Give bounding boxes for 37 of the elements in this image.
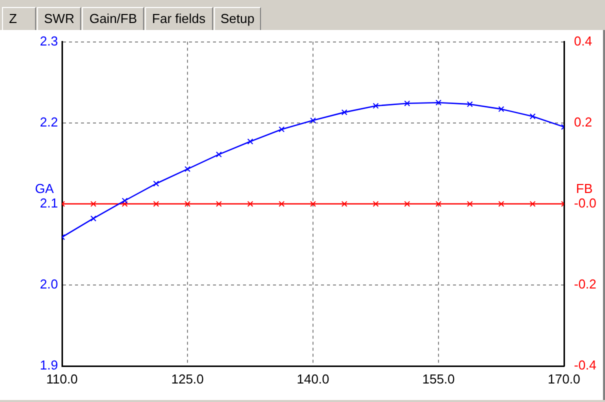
- y2-tick-label: 0.2: [574, 114, 592, 130]
- point: [278, 126, 285, 132]
- x-tick-label: 110.0: [46, 371, 78, 386]
- y2-tick-label: 0.4: [574, 33, 592, 48]
- point: [530, 113, 536, 120]
- y-tick-label: 2.1: [40, 195, 58, 210]
- point: [184, 166, 190, 172]
- point: [436, 100, 442, 106]
- x-tick-label: 170.0: [548, 371, 580, 386]
- y2-tick-label: -0.0: [574, 195, 596, 210]
- y-axis-title: GA: [35, 180, 54, 196]
- text: Far fields: [145, 7, 212, 30]
- point: [247, 138, 254, 144]
- point: [153, 180, 160, 187]
- point: [90, 216, 96, 222]
- point: [310, 117, 316, 124]
- y-tick-label: 2.0: [40, 276, 58, 292]
- y2-axis-title: FB: [576, 180, 593, 196]
- point: [122, 198, 128, 204]
- y-tick-label: 2.2: [40, 114, 58, 130]
- point: [216, 151, 222, 158]
- x-tick-label: 155.0: [422, 371, 455, 386]
- text: SWR: [37, 7, 82, 30]
- y-tick-label: 1.9: [40, 358, 58, 373]
- text: Z: [2, 7, 36, 30]
- x-tick-label: 140.0: [296, 371, 330, 386]
- point: [372, 102, 379, 109]
- text: Setup: [214, 7, 262, 30]
- y-tick-label: 2.3: [40, 33, 58, 48]
- text: Gain/FB: [82, 7, 144, 30]
- point: [498, 106, 504, 112]
- y2-tick-label: -0.4: [574, 358, 596, 373]
- x-tick-label: 125.0: [171, 371, 204, 386]
- y2-tick-label: -0.2: [574, 276, 596, 292]
- point: [341, 109, 348, 116]
- point: [404, 100, 410, 106]
- point: [466, 101, 473, 108]
